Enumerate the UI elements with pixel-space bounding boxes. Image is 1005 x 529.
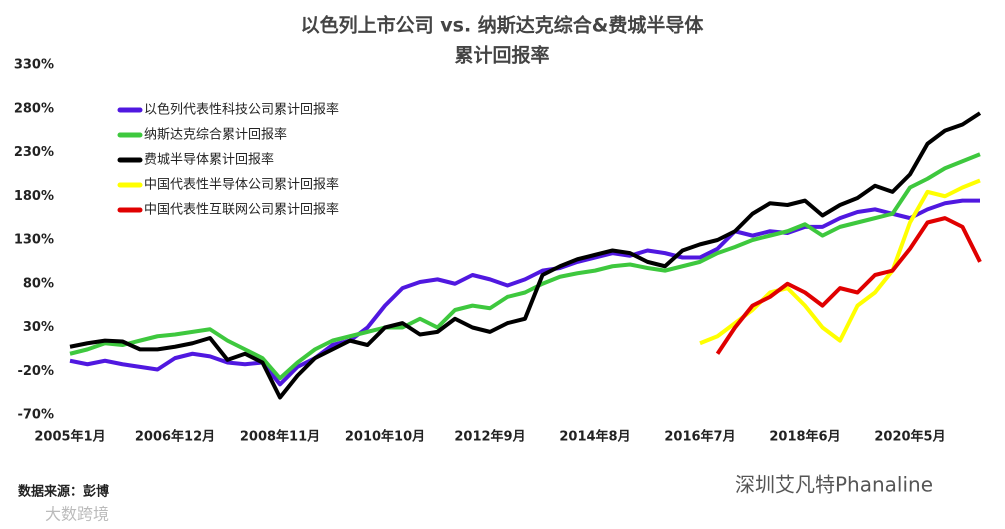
legend-label: 以色列代表性科技公司累计回报率: [144, 102, 339, 118]
y-tick-label: 280%: [14, 101, 54, 116]
y-tick-label: 130%: [14, 233, 54, 248]
series-line: [69, 198, 980, 387]
x-tick-label: 2018年6月: [769, 429, 840, 445]
y-tick-label: 80%: [23, 276, 54, 291]
x-tick-label: 2006年12月: [135, 429, 215, 445]
legend-label: 中国代表性互联网公司累计回报率: [144, 202, 339, 218]
y-tick-label: 180%: [14, 189, 54, 204]
chart-title: 以色列上市公司 vs. 纳斯达克综合&费城半导体: [301, 14, 705, 37]
legend-label: 中国代表性半导体公司累计回报率: [144, 177, 339, 193]
x-tick-label: 2014年8月: [559, 429, 630, 445]
x-tick-label: 2008年11月: [240, 429, 320, 445]
series-line: [69, 152, 981, 381]
y-tick-label: 30%: [23, 320, 54, 335]
chart-subtitle: 累计回报率: [454, 44, 549, 67]
x-tick-label: 2016年7月: [664, 429, 735, 445]
series-line: [69, 111, 982, 400]
y-tick-label: 330%: [14, 58, 54, 73]
watermark: 深圳艾凡特Phanaline: [735, 473, 933, 497]
legend-label: 纳斯达克综合累计回报率: [144, 127, 287, 143]
x-tick-label: 2012年9月: [454, 429, 525, 445]
source-note: 数据来源：彭博: [18, 484, 109, 500]
legend-label: 费城半导体累计回报率: [144, 152, 274, 168]
y-tick-label: -20%: [17, 364, 54, 379]
y-tick-label: 230%: [14, 145, 54, 160]
watermark: 大数跨境: [45, 505, 109, 524]
x-tick-label: 2005年1月: [34, 429, 105, 445]
y-tick-label: -70%: [17, 408, 54, 423]
series-line: [715, 216, 982, 355]
x-tick-label: 2020年5月: [874, 429, 945, 445]
x-tick-label: 2010年10月: [345, 429, 425, 445]
